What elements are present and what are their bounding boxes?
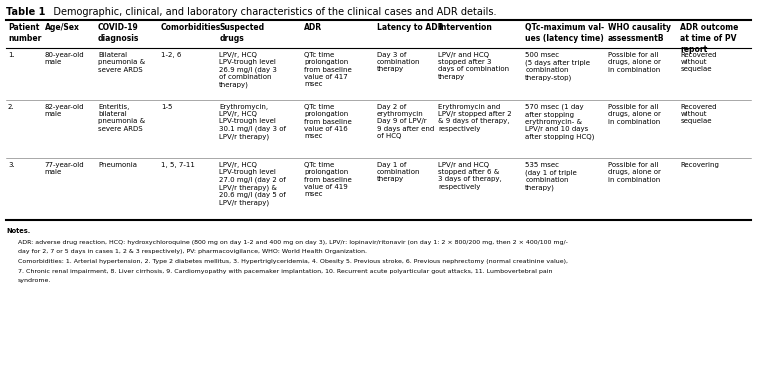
Text: Day 3 of
combination
therapy: Day 3 of combination therapy (377, 52, 421, 73)
Text: ADR: ADR (304, 23, 322, 32)
Text: QTc-maximum val-
ues (latency time): QTc-maximum val- ues (latency time) (525, 23, 604, 43)
Text: 1, 5, 7-11: 1, 5, 7-11 (161, 162, 195, 168)
Text: Recovering: Recovering (681, 162, 719, 168)
Text: Possible for all
drugs, alone or
in combination: Possible for all drugs, alone or in comb… (608, 52, 661, 73)
Text: 500 msec
(5 days after triple
combination
therapy-stop): 500 msec (5 days after triple combinatio… (525, 52, 590, 81)
Text: 570 msec (1 day
after stopping
erythromycin- &
LPV/r and 10 days
after stopping : 570 msec (1 day after stopping erythromy… (525, 104, 595, 140)
Text: 1.: 1. (8, 52, 14, 58)
Text: Intervention: Intervention (438, 23, 492, 32)
Text: 2.: 2. (8, 104, 14, 110)
Text: 7. Chronic renal impairment, 8. Liver cirrhosis, 9. Cardiomyopathy with pacemake: 7. Chronic renal impairment, 8. Liver ci… (18, 269, 553, 273)
Text: syndrome.: syndrome. (18, 278, 51, 283)
Text: 535 msec
(day 1 of triple
combination
therapy): 535 msec (day 1 of triple combination th… (525, 162, 577, 191)
Text: Erythromycin and
LPV/r stopped after 2
& 9 days of therapy,
respectively: Erythromycin and LPV/r stopped after 2 &… (438, 104, 512, 132)
Text: Comorbidities: 1. Arterial hypertension, 2. Type 2 diabetes mellitus, 3. Hypertr: Comorbidities: 1. Arterial hypertension,… (18, 259, 568, 264)
Text: 77-year-old
male: 77-year-old male (45, 162, 85, 175)
Text: QTc time
prolongation
from baseline
value of 417
msec: QTc time prolongation from baseline valu… (304, 52, 352, 87)
Text: LPV/r and HCQ
stopped after 6 &
3 days of therapy,
respectively: LPV/r and HCQ stopped after 6 & 3 days o… (438, 162, 502, 190)
Text: day for 2, 7 or 5 days in cases 1, 2 & 3 respectively), PV: pharmacovigilance, W: day for 2, 7 or 5 days in cases 1, 2 & 3… (18, 250, 367, 254)
Text: 1-2, 6: 1-2, 6 (161, 52, 182, 58)
Text: Pneumonia: Pneumonia (98, 162, 137, 168)
Text: COVID-19
diagnosis: COVID-19 diagnosis (98, 23, 139, 43)
Text: Demographic, clinical, and laboratory characteristics of the clinical cases and : Demographic, clinical, and laboratory ch… (44, 7, 497, 17)
Text: Bilateral
pneumonia &
severe ARDS: Bilateral pneumonia & severe ARDS (98, 52, 145, 73)
Text: Recovered
without
sequelae: Recovered without sequelae (681, 104, 717, 124)
Text: QTc time
prolongation
from baseline
value of 416
msec: QTc time prolongation from baseline valu… (304, 104, 352, 139)
Text: QTc time
prolongation
from baseline
value of 419
msec: QTc time prolongation from baseline valu… (304, 162, 352, 197)
Text: 1-5: 1-5 (161, 104, 173, 110)
Text: LPV/r and HCQ
stopped after 3
days of combination
therapy: LPV/r and HCQ stopped after 3 days of co… (438, 52, 509, 80)
Text: Possible for all
drugs, alone or
in combination: Possible for all drugs, alone or in comb… (608, 162, 661, 182)
Text: 3.: 3. (8, 162, 14, 168)
Text: 80-year-old
male: 80-year-old male (45, 52, 85, 65)
Text: Notes.: Notes. (6, 228, 30, 234)
Text: Day 1 of
combination
therapy: Day 1 of combination therapy (377, 162, 421, 182)
Text: Possible for all
drugs, alone or
in combination: Possible for all drugs, alone or in comb… (608, 104, 661, 124)
Text: ADR outcome
at time of PV
report: ADR outcome at time of PV report (681, 23, 739, 54)
Text: WHO causality
assessmentB: WHO causality assessmentB (608, 23, 671, 43)
Text: LPV/r, HCQ
LPV-trough level
26.9 mg/l (day 3
of combination
therapy): LPV/r, HCQ LPV-trough level 26.9 mg/l (d… (220, 52, 277, 88)
Text: Age/Sex: Age/Sex (45, 23, 79, 32)
Text: Enteritis,
bilateral
pneumonia &
severe ARDS: Enteritis, bilateral pneumonia & severe … (98, 104, 145, 132)
Text: LPV/r, HCQ
LPV-trough level
27.0 mg/l (day 2 of
LPV/r therapy) &
20.6 mg/l (day : LPV/r, HCQ LPV-trough level 27.0 mg/l (d… (220, 162, 286, 206)
Text: Patient
number: Patient number (8, 23, 42, 43)
Text: Latency to ADR: Latency to ADR (377, 23, 444, 32)
Text: ADR: adverse drug reaction, HCQ: hydroxychloroquine (800 mg on day 1-2 and 400 m: ADR: adverse drug reaction, HCQ: hydroxy… (18, 240, 568, 245)
Text: Recovered
without
sequelae: Recovered without sequelae (681, 52, 717, 73)
Text: Day 2 of
erythromycin
Day 9 of LPV/r
9 days after end
of HCQ: Day 2 of erythromycin Day 9 of LPV/r 9 d… (377, 104, 435, 139)
Text: Comorbidities: Comorbidities (161, 23, 221, 32)
Text: Erythromycin,
LPV/r, HCQ
LPV-trough level
30.1 mg/l (day 3 of
LPV/r therapy): Erythromycin, LPV/r, HCQ LPV-trough leve… (220, 104, 286, 140)
Text: 82-year-old
male: 82-year-old male (45, 104, 84, 117)
Text: Suspected
drugs: Suspected drugs (220, 23, 264, 43)
Text: Table 1: Table 1 (6, 7, 45, 17)
